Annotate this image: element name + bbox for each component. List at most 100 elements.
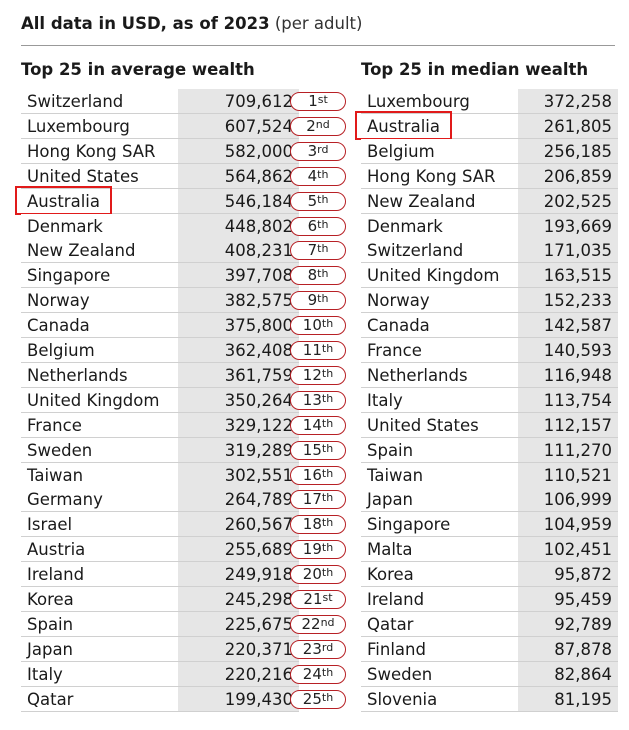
rank-number: 16: [302, 465, 322, 484]
wealth-value: 256,185: [518, 138, 618, 163]
table-row: Taiwan 302,551: [21, 462, 299, 488]
rank-suffix: th: [317, 267, 329, 281]
table-row: Australia 546,184: [21, 188, 299, 214]
rank-number: 15: [302, 440, 322, 459]
table-row: Italy 113,754: [361, 387, 618, 413]
rank-number: 20: [302, 565, 322, 584]
country-name: Germany: [21, 487, 184, 512]
table-row: Sweden 82,864: [361, 661, 618, 687]
wealth-value: 171,035: [518, 238, 618, 263]
wealth-value: 220,216: [178, 661, 299, 686]
country-name: Qatar: [21, 686, 184, 711]
rank-suffix: th: [321, 391, 334, 405]
table-row: Germany 264,789: [21, 487, 299, 513]
wealth-value: 104,959: [518, 512, 618, 537]
rank-number: 6: [307, 216, 318, 235]
table-row: Singapore 397,708: [21, 263, 299, 289]
wealth-value: 302,551: [178, 462, 299, 487]
rank-number: 14: [302, 415, 322, 434]
country-name: New Zealand: [21, 238, 184, 263]
country-name: Netherlands: [21, 362, 184, 387]
rank-number: 7: [307, 241, 318, 260]
rank-badge: 15th: [290, 440, 346, 460]
table-row: Canada 375,800: [21, 313, 299, 339]
table-row: Qatar 92,789: [361, 611, 618, 637]
table-row: Ireland 95,459: [361, 587, 618, 612]
rank-badge: 23rd: [290, 639, 346, 659]
country-name: Japan: [361, 487, 524, 512]
rank-number: 19: [302, 540, 322, 559]
header-divider: [21, 45, 615, 46]
rank-badge: 9th: [290, 291, 346, 311]
wealth-value: 163,515: [518, 263, 618, 288]
table-row: Korea 95,872: [361, 562, 618, 588]
table-row: Australia 261,805: [361, 113, 618, 139]
wealth-value: 260,567: [178, 512, 299, 537]
title-note: (per adult): [274, 14, 363, 33]
table-row: New Zealand 202,525: [361, 188, 618, 214]
rank-suffix: th: [321, 466, 334, 480]
wealth-value: 106,999: [518, 487, 618, 512]
table-row: Austria 255,689: [21, 537, 299, 563]
country-name: Korea: [361, 562, 524, 587]
rank-badge: 5th: [290, 191, 346, 211]
rank-suffix: th: [317, 217, 329, 231]
country-name: Korea: [21, 587, 184, 611]
rank-badge: 21st: [290, 590, 346, 609]
wealth-value: 116,948: [518, 362, 618, 387]
country-name: Ireland: [361, 587, 524, 611]
rank-suffix: rd: [317, 142, 329, 156]
rank-number: 10: [302, 316, 322, 335]
wealth-value: 261,805: [518, 113, 618, 138]
wealth-value: 95,872: [518, 562, 618, 587]
country-name: Italy: [361, 387, 524, 412]
wealth-value: 206,859: [518, 163, 618, 188]
rank-suffix: th: [321, 541, 334, 555]
wealth-value: 112,157: [518, 412, 618, 437]
rank-number: 17: [302, 490, 322, 509]
rank-number: 2: [306, 116, 316, 135]
table-row: Qatar 199,430: [21, 686, 299, 712]
rank-number: 5: [307, 191, 318, 210]
country-name: Luxembourg: [21, 113, 184, 138]
table-row: Singapore 104,959: [361, 512, 618, 538]
wealth-value: 142,587: [518, 313, 618, 338]
rank-suffix: rd: [321, 640, 334, 654]
wealth-value: 582,000: [178, 138, 299, 163]
rank-suffix: st: [317, 93, 328, 106]
rank-badge: 2nd: [290, 116, 346, 136]
wealth-value: 110,521: [518, 462, 618, 487]
table-row: New Zealand 408,231: [21, 238, 299, 264]
highlight-box: [355, 110, 452, 140]
country-name: Belgium: [361, 138, 524, 163]
wealth-value: 372,258: [518, 89, 618, 113]
country-name: Slovenia: [361, 686, 524, 711]
wealth-value: 102,451: [518, 537, 618, 562]
rank-number: 12: [302, 365, 322, 384]
table-row: Switzerland 171,035: [361, 238, 618, 264]
title-text: All data in USD, as of 2023: [21, 14, 270, 33]
country-name: Finland: [361, 636, 524, 661]
rank-badge: 18th: [290, 515, 346, 535]
country-name: Canada: [361, 313, 524, 338]
rank-suffix: th: [321, 491, 334, 505]
wealth-value: 87,878: [518, 636, 618, 661]
table-row: Spain 225,675: [21, 611, 299, 637]
table-row: Japan 220,371: [21, 636, 299, 662]
wealth-value: 709,612: [178, 89, 299, 113]
wealth-value: 152,233: [518, 288, 618, 313]
rank-number: 25: [302, 689, 322, 708]
table-row: Italy 220,216: [21, 661, 299, 687]
country-name: Switzerland: [21, 89, 184, 113]
wealth-value: 607,524: [178, 113, 299, 138]
rank-number: 23: [302, 639, 322, 658]
country-name: Norway: [21, 288, 184, 313]
rank-number: 11: [302, 341, 322, 359]
country-name: Luxembourg: [361, 89, 524, 113]
table-row: Netherlands 116,948: [361, 362, 618, 388]
country-name: Italy: [21, 661, 184, 686]
wealth-value: 319,289: [178, 437, 299, 462]
rank-badge: 13th: [290, 390, 346, 410]
wealth-value: 362,408: [178, 338, 299, 362]
rank-badge: 7th: [290, 241, 346, 261]
